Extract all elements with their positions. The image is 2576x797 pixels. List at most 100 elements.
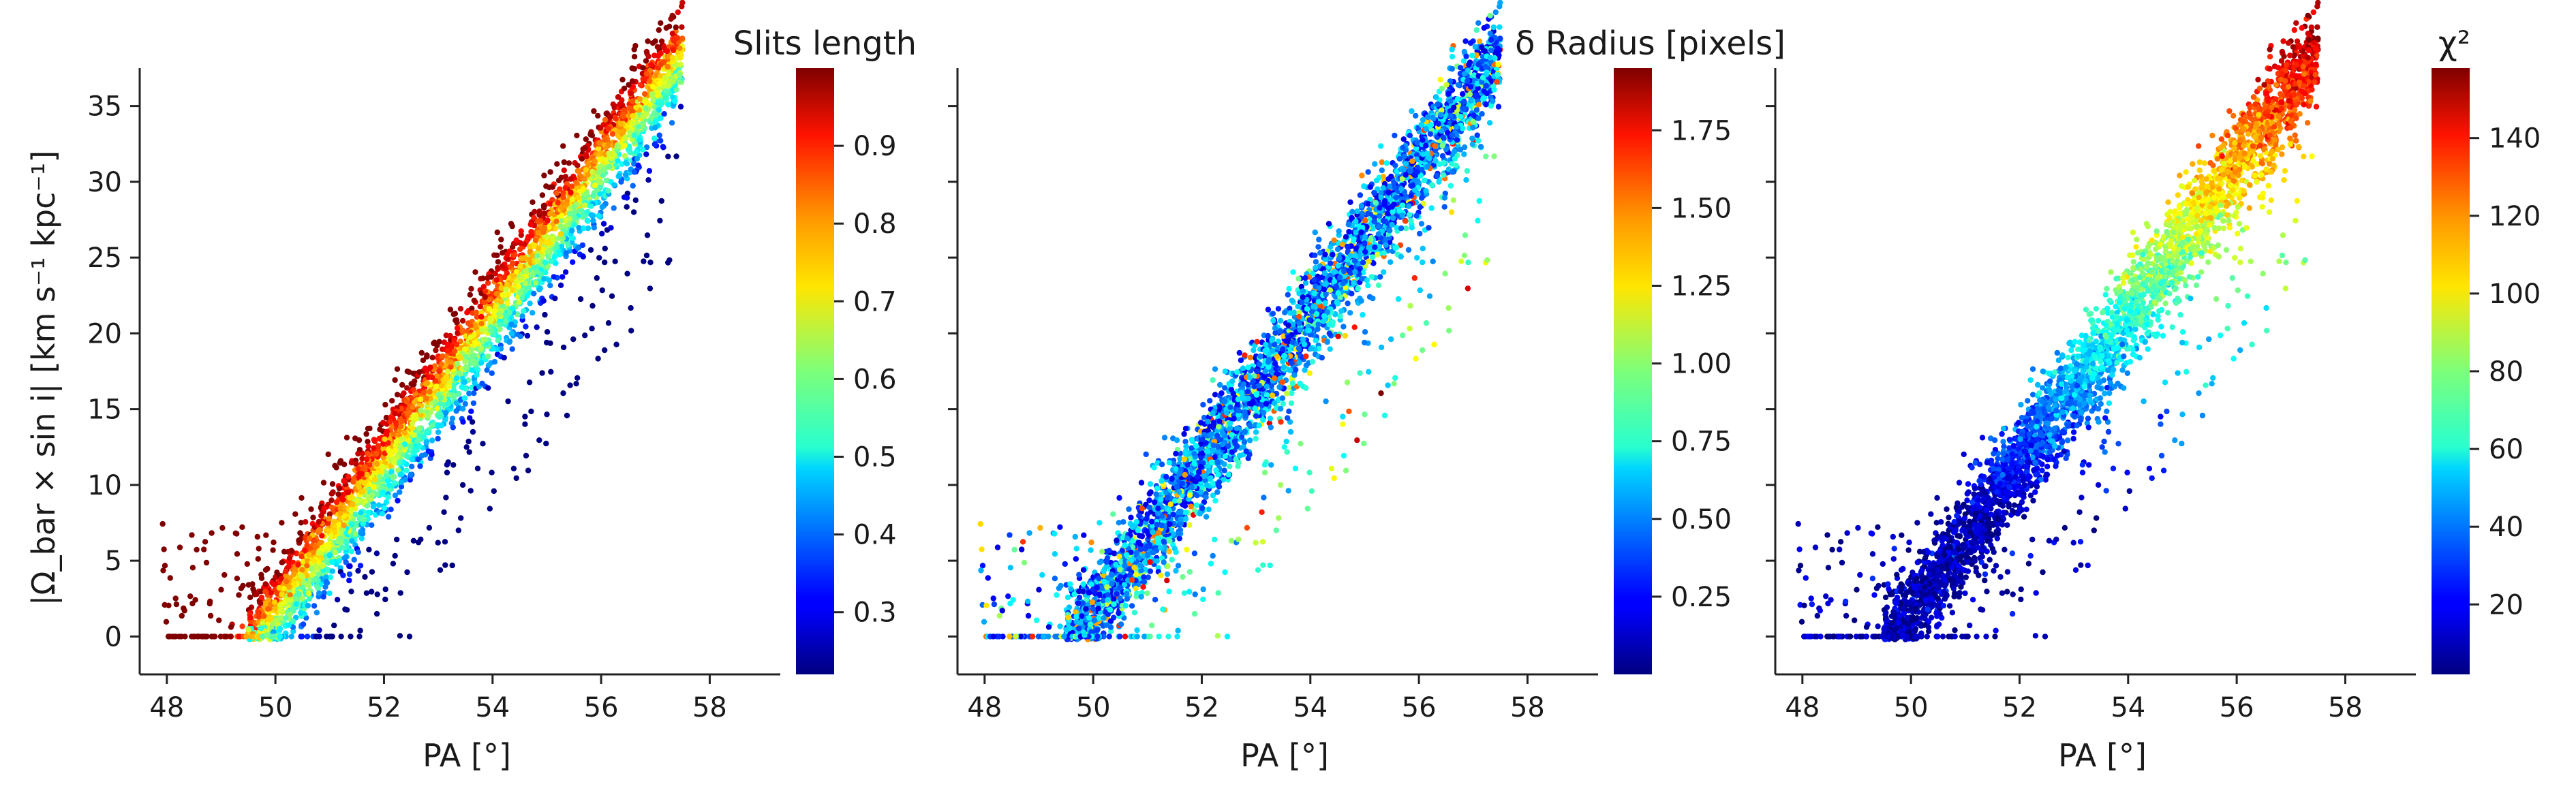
scatter-point bbox=[572, 215, 579, 221]
scatter-point bbox=[364, 503, 371, 509]
scatter-point bbox=[389, 398, 395, 404]
scatter-point bbox=[436, 339, 442, 345]
scatter-point bbox=[644, 232, 651, 238]
scatter-point bbox=[495, 337, 501, 343]
scatter-point bbox=[249, 581, 256, 587]
scatter-point bbox=[470, 400, 477, 407]
scatter-point bbox=[179, 612, 185, 619]
scatter-point bbox=[583, 136, 589, 142]
colorbar-tick-label: 0.3 bbox=[853, 597, 897, 629]
scatter-point bbox=[289, 606, 296, 613]
scatter-point bbox=[299, 574, 305, 580]
scatter-point bbox=[541, 172, 547, 178]
scatter-point bbox=[518, 228, 524, 234]
scatter-point bbox=[645, 177, 651, 183]
scatter-point bbox=[509, 346, 515, 352]
scatter-point bbox=[498, 236, 504, 243]
scatter-point bbox=[316, 627, 322, 634]
scatter-point bbox=[632, 197, 639, 204]
scatter-point bbox=[479, 380, 485, 387]
scatter-point bbox=[286, 555, 293, 561]
scatter-point bbox=[678, 52, 684, 59]
scatter-point bbox=[581, 186, 587, 192]
scatter-point bbox=[379, 510, 386, 517]
scatter-point bbox=[410, 537, 417, 544]
scatter-point bbox=[465, 438, 472, 445]
scatter-point bbox=[512, 251, 518, 258]
scatter-point bbox=[596, 213, 602, 219]
scatter-point bbox=[363, 431, 369, 437]
colorbar-left bbox=[796, 68, 834, 674]
scatter-point bbox=[513, 237, 519, 243]
scatter-point bbox=[621, 85, 628, 91]
scatter-point bbox=[442, 417, 448, 423]
scatter-point bbox=[474, 314, 480, 320]
scatter-point bbox=[471, 297, 477, 304]
scatter-point bbox=[639, 65, 646, 71]
scatter-point bbox=[562, 269, 569, 275]
x-axis-left: 48 50 52 54 56 58 bbox=[140, 673, 780, 723]
scatter-point bbox=[358, 530, 364, 536]
scatter-point bbox=[463, 364, 470, 371]
scatter-point bbox=[580, 225, 587, 232]
scatter-point bbox=[462, 401, 468, 407]
scatter-point bbox=[348, 589, 354, 595]
scatter-point bbox=[392, 480, 398, 486]
scatter-point bbox=[495, 311, 502, 317]
scatter-point bbox=[613, 116, 619, 122]
scatter-point bbox=[670, 37, 677, 43]
scatter-point bbox=[482, 294, 488, 300]
scatter-point bbox=[201, 546, 207, 552]
scatter-point bbox=[387, 418, 393, 425]
scatter-point bbox=[616, 172, 623, 179]
scatter-point bbox=[447, 307, 454, 313]
scatter-point bbox=[247, 594, 254, 601]
scatter-point bbox=[555, 200, 561, 206]
scatter-point bbox=[562, 185, 568, 191]
scatter-point bbox=[412, 378, 418, 384]
scatter-point bbox=[629, 78, 636, 84]
scatter-point bbox=[374, 591, 380, 597]
scatter-point bbox=[531, 290, 537, 297]
scatter-point bbox=[422, 365, 429, 371]
y-tick-label: 15 bbox=[87, 394, 122, 426]
scatter-point bbox=[615, 158, 621, 164]
scatter-point bbox=[382, 401, 388, 408]
scatter-point bbox=[523, 452, 530, 459]
scatter-point bbox=[327, 574, 333, 580]
scatter-point bbox=[622, 153, 628, 159]
scatter-point bbox=[445, 341, 451, 348]
scatter-point bbox=[254, 533, 260, 540]
scatter-point bbox=[533, 280, 539, 286]
scatter-point bbox=[489, 370, 495, 376]
scatter-point bbox=[328, 504, 335, 511]
scatter-point bbox=[195, 634, 201, 640]
scatter-point bbox=[599, 287, 605, 294]
scatter-point bbox=[1461, 151, 1467, 157]
scatter-point bbox=[679, 24, 685, 30]
scatter-point bbox=[409, 463, 415, 469]
scatter-point bbox=[330, 489, 336, 495]
scatter-point bbox=[423, 395, 429, 401]
scatter-point bbox=[649, 91, 656, 97]
scatter-point bbox=[351, 475, 357, 482]
scatter-point bbox=[526, 379, 533, 386]
scatter-point bbox=[494, 252, 500, 258]
scatter-point bbox=[547, 210, 553, 217]
scatter-point bbox=[540, 298, 547, 304]
scatter-point bbox=[622, 172, 629, 178]
scatter-point bbox=[658, 61, 664, 67]
scatter-point bbox=[348, 634, 354, 640]
scatter-point bbox=[592, 158, 598, 164]
scatter-point bbox=[356, 634, 363, 640]
scatter-point bbox=[562, 217, 569, 224]
scatter-point bbox=[471, 390, 477, 396]
scatter-point bbox=[545, 249, 551, 255]
y-tick-label: 0 bbox=[105, 621, 122, 653]
scatter-point bbox=[658, 198, 664, 204]
scatter-point bbox=[615, 94, 622, 100]
scatter-point bbox=[291, 580, 297, 587]
scatter-point bbox=[544, 411, 550, 418]
scatter-point bbox=[365, 426, 371, 432]
